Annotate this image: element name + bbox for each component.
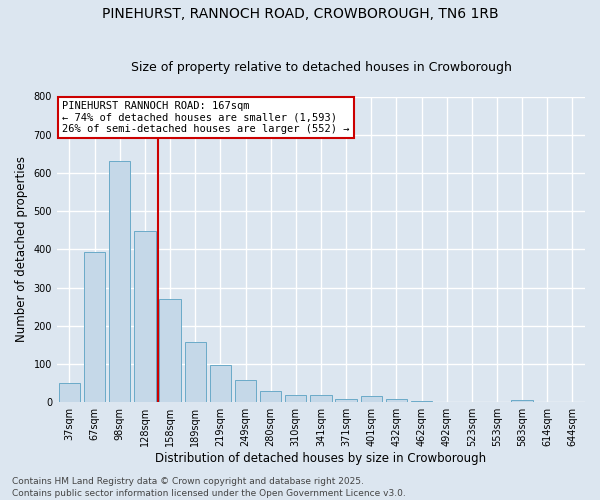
Bar [134,232,155,402]
Y-axis label: Number of detached properties: Number of detached properties [15,156,28,342]
Bar [185,342,206,402]
Bar [335,399,357,402]
Bar [411,401,432,402]
Bar [109,160,130,402]
Bar [310,396,332,402]
Bar [285,396,307,402]
Text: PINEHURST RANNOCH ROAD: 167sqm
← 74% of detached houses are smaller (1,593)
26% : PINEHURST RANNOCH ROAD: 167sqm ← 74% of … [62,101,350,134]
Bar [511,400,533,402]
Bar [386,399,407,402]
Bar [361,396,382,402]
Bar [59,383,80,402]
Bar [84,252,106,402]
Text: Contains HM Land Registry data © Crown copyright and database right 2025.
Contai: Contains HM Land Registry data © Crown c… [12,476,406,498]
Title: Size of property relative to detached houses in Crowborough: Size of property relative to detached ho… [131,62,511,74]
Bar [260,390,281,402]
Text: PINEHURST, RANNOCH ROAD, CROWBOROUGH, TN6 1RB: PINEHURST, RANNOCH ROAD, CROWBOROUGH, TN… [101,8,499,22]
X-axis label: Distribution of detached houses by size in Crowborough: Distribution of detached houses by size … [155,452,487,465]
Bar [160,299,181,402]
Bar [209,365,231,402]
Bar [235,380,256,402]
